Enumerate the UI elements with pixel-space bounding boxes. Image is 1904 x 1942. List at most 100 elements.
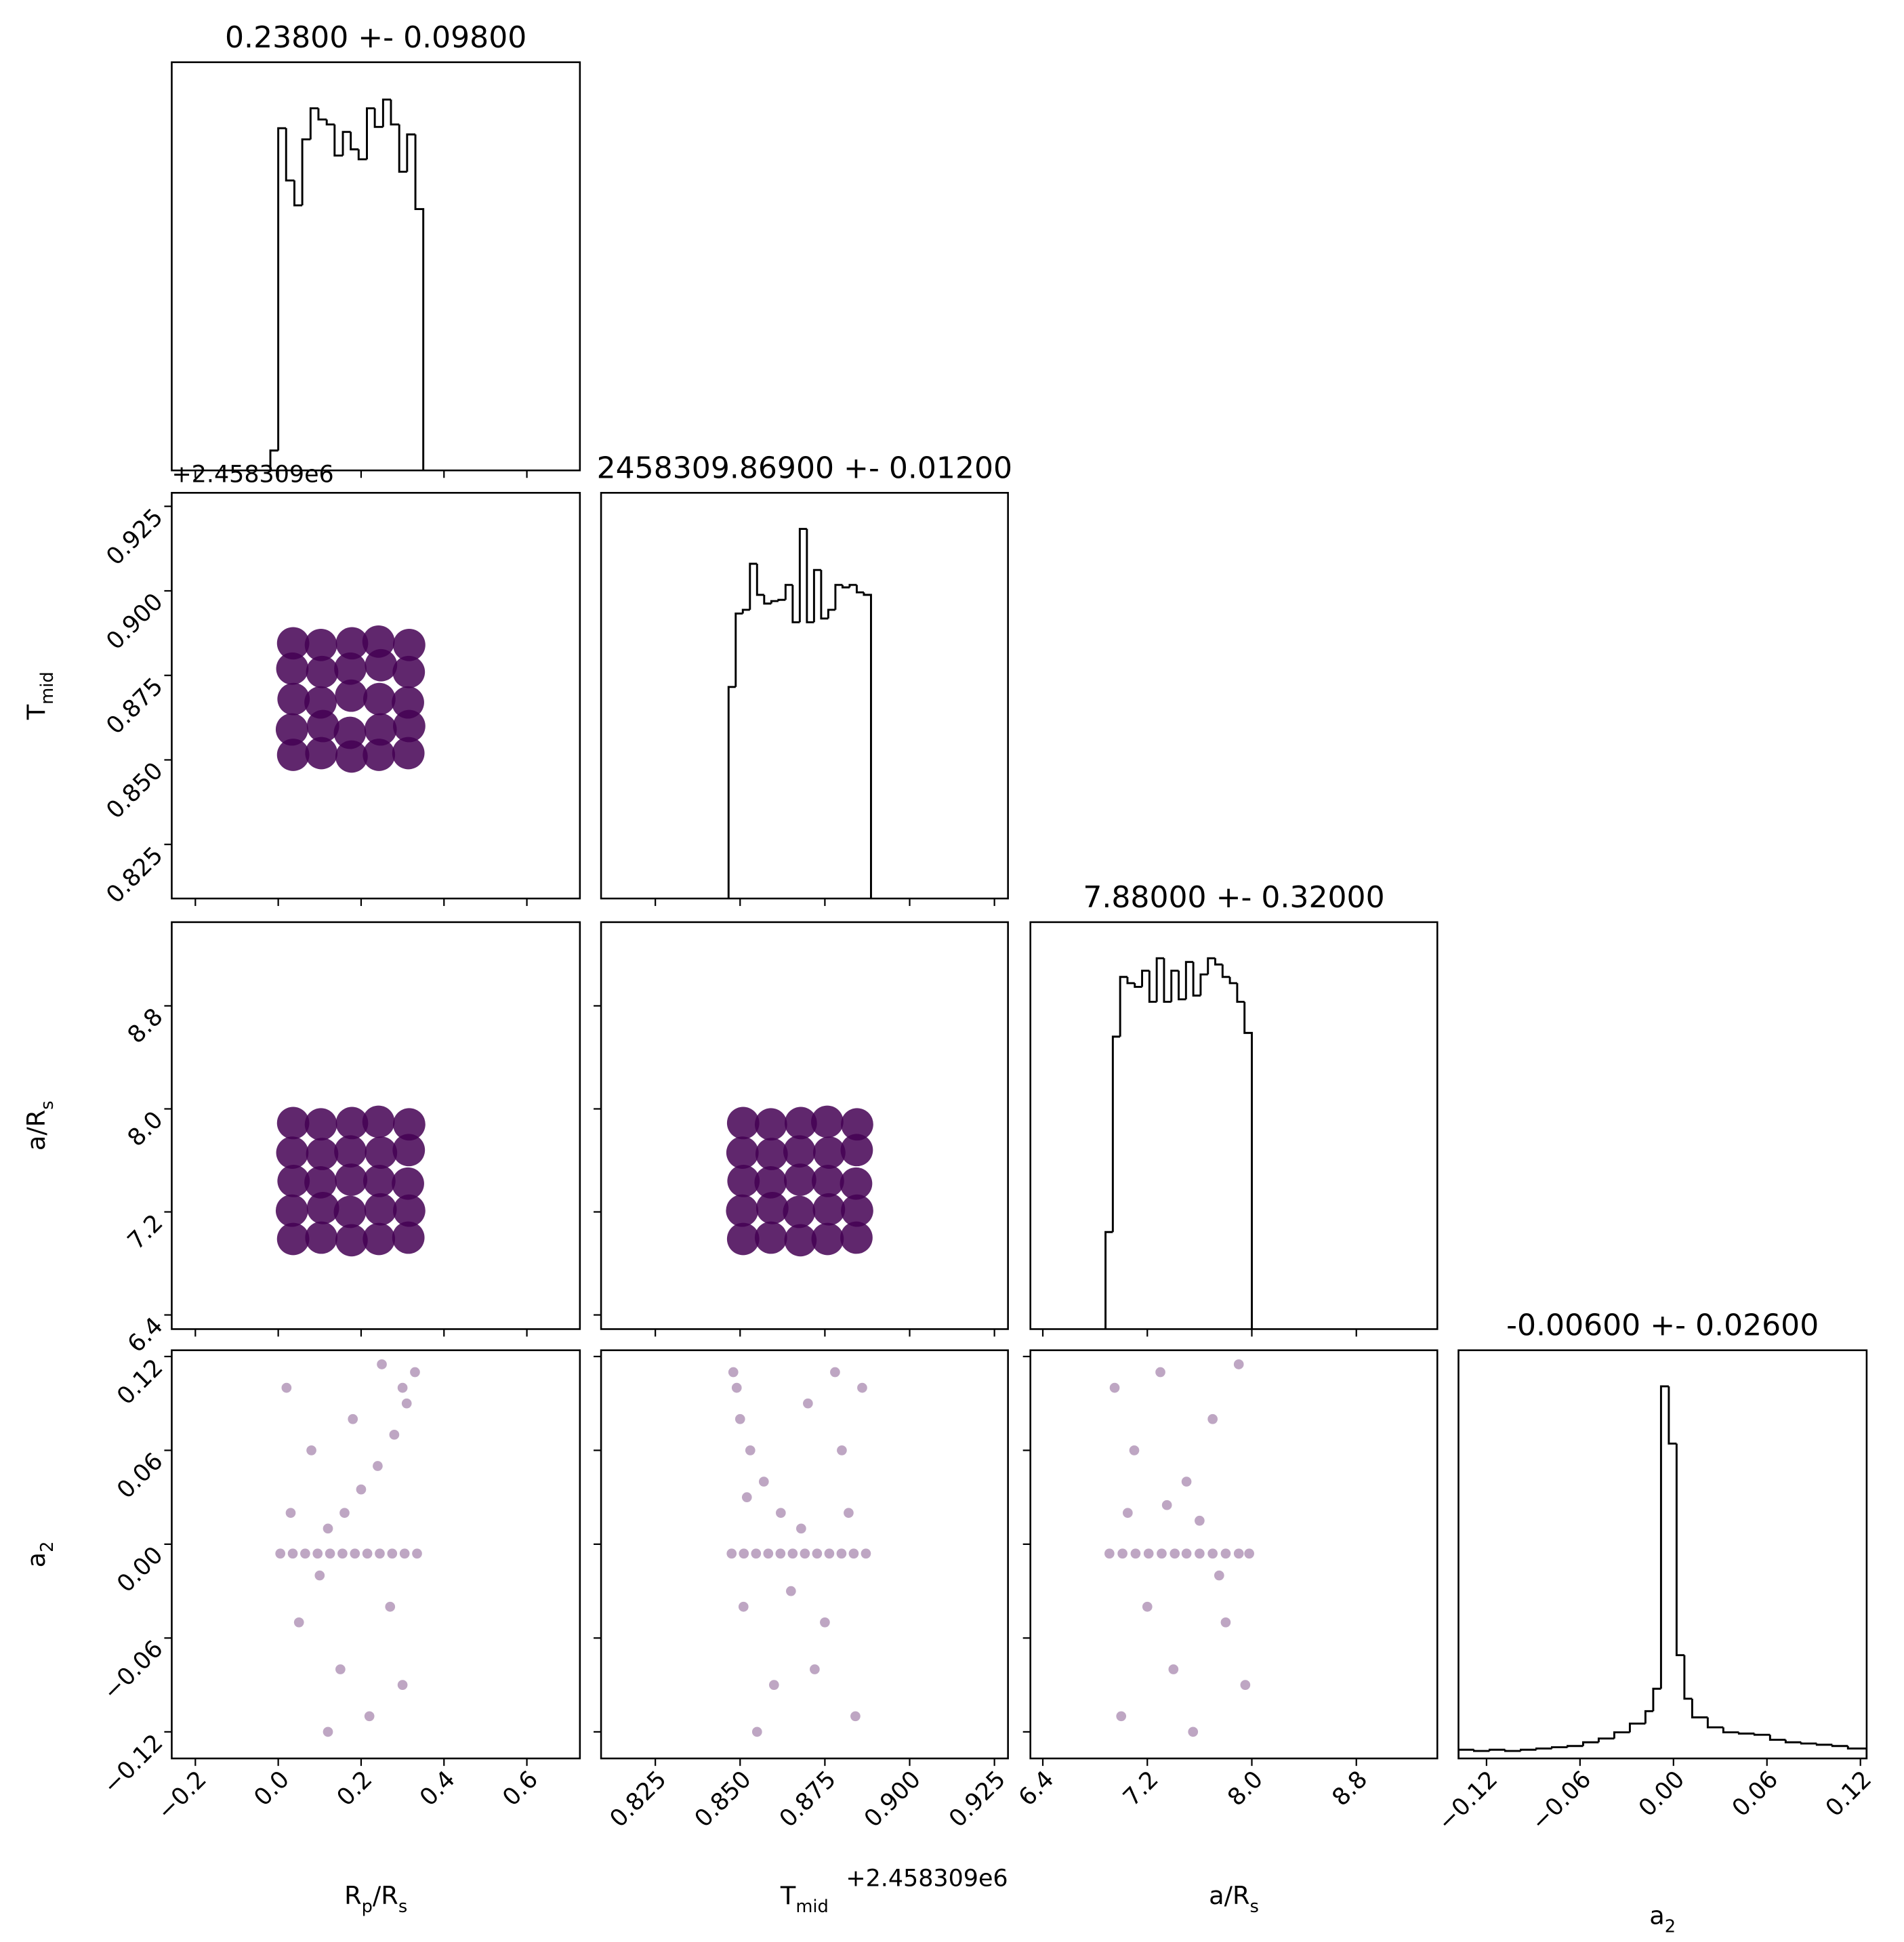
histogram-step [863,592,872,899]
scatter-point [393,709,426,743]
scatter-point [813,1136,846,1169]
scatter-point [281,1382,292,1393]
scatter-point [306,1138,339,1170]
scatter-point [1168,1664,1179,1674]
panel-title: 7.88000 +- 0.32000 [1083,880,1384,915]
scatter-point [293,1617,304,1628]
histogram-step [1597,1737,1615,1743]
scatter-point [756,1191,789,1224]
scatter-point [738,1601,749,1612]
scatter-point [811,1222,844,1256]
scatter-point [1233,1548,1244,1559]
histogram-step [293,180,303,207]
histogram-step [1691,1698,1708,1718]
scatter-point [339,1508,350,1519]
scatter-point [1207,1548,1218,1559]
histogram-step [841,585,850,589]
scatter-point [365,648,398,682]
scatter-point [306,655,339,688]
histogram-step [269,449,278,471]
scatter-point [861,1548,871,1559]
histogram-step [727,686,736,899]
scatter-point [312,1548,323,1559]
scatter-point [1195,1548,1205,1559]
scatter-point [335,679,368,712]
scatter-point [726,1194,759,1227]
histogram-step [1163,958,1172,1003]
scatter-point [323,1523,333,1534]
scatter-point [1214,1570,1224,1581]
subscript: 2 [37,1541,58,1552]
histogram-step [1683,1655,1693,1700]
histogram-step [1236,983,1245,1003]
scatter-point [362,1548,373,1559]
scatter-point [363,1222,396,1256]
scatter-point [392,1221,425,1254]
scatter-point [775,1548,786,1559]
histogram-step [1566,1745,1584,1748]
histogram-step [1458,1748,1474,1759]
scatter-point [306,1191,339,1224]
scatter-point [389,1429,400,1440]
scatter-point [1109,1382,1120,1393]
histogram-step [1737,1732,1755,1735]
scatter-point [276,1107,310,1140]
scatter-point [726,1548,737,1559]
histogram-step [1652,1687,1661,1712]
scatter-point [364,1711,375,1722]
histogram-step [1228,976,1237,985]
scatter-point [812,1548,823,1559]
scatter-point [848,1548,859,1559]
histogram-step [1768,1735,1786,1741]
scatter-point [335,1163,368,1196]
scatter-point [392,737,425,770]
scatter-point [820,1617,830,1628]
axes-frame [600,492,1009,900]
scatter-point [397,1680,408,1690]
histogram-step [1184,961,1194,999]
scatter-point [333,1195,367,1228]
histogram-step [1581,1741,1599,1746]
scatter-point [1116,1711,1127,1722]
histogram-step [1722,1727,1739,1734]
scatter-point [726,1107,760,1140]
histogram-step [398,124,407,173]
scatter-point [755,1138,788,1170]
scatter-point [287,1548,298,1559]
scatter-point [1220,1617,1231,1628]
scatter-point [812,1193,846,1226]
scatter-point [841,1194,873,1227]
histogram-step [1148,970,1157,1003]
panel: 0.23800 +- 0.09800 [171,20,581,478]
histogram-step [855,585,864,594]
scatter-point [1244,1548,1254,1559]
scatter-point [758,1476,769,1487]
scatter-point [397,1382,408,1393]
subscript: mid [795,1896,829,1916]
scatter-point [1240,1680,1251,1690]
scatter-point [803,1398,813,1409]
histogram-step [1668,1386,1677,1445]
histogram-step [333,124,344,157]
scatter-point [840,1134,873,1167]
panel-title: -0.00600 +- 0.02600 [1506,1308,1819,1343]
histogram-step [1800,1742,1817,1745]
histogram-step [1815,1743,1833,1746]
histogram-step [1214,958,1223,966]
scatter-point [276,1222,310,1256]
scatter-point [305,1221,338,1254]
scatter-point [1104,1548,1115,1559]
axes-frame [171,492,581,900]
histogram-step [763,594,772,605]
scatter-point [1181,1476,1192,1487]
histogram-step [848,583,857,587]
label-part: a/R [22,1110,51,1151]
scatter-point [304,1165,337,1199]
scatter-point [364,1193,397,1226]
scatter-point [1143,1548,1154,1559]
axes-frame [171,61,581,472]
histogram-step [406,133,416,172]
scatter-point [728,1367,739,1378]
scatter-point [1129,1445,1140,1455]
scatter-point [837,1445,847,1455]
